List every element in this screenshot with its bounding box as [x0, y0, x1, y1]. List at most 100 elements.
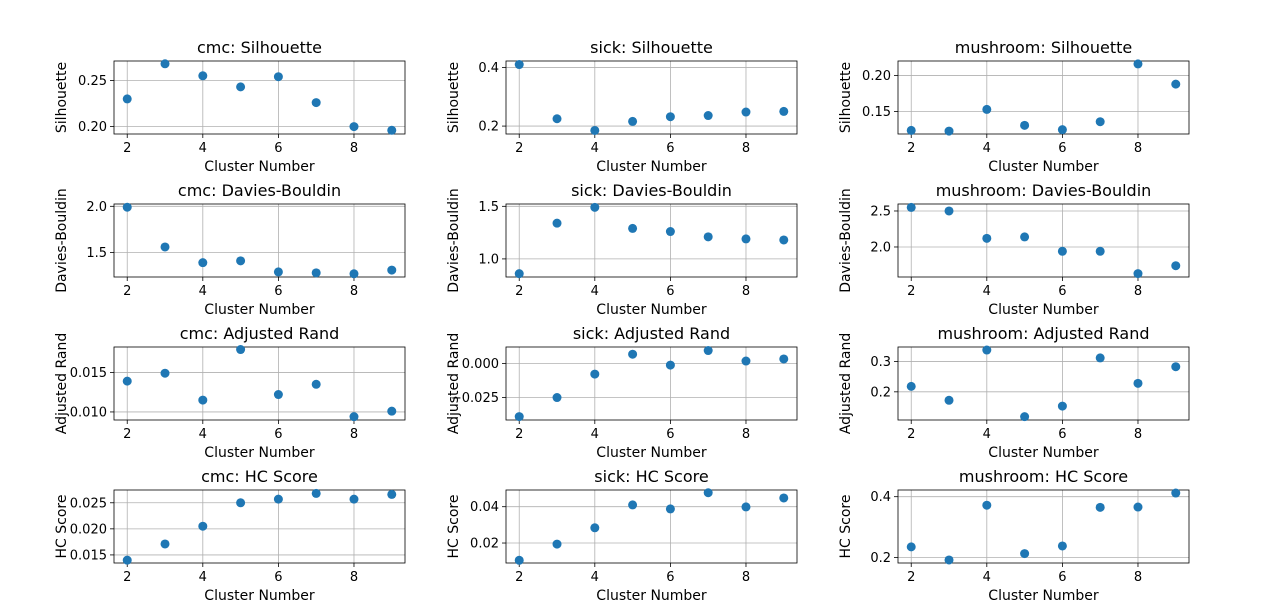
data-point [1171, 362, 1181, 372]
y-axis-label: HC Score [54, 495, 70, 559]
data-point [236, 256, 246, 266]
data-point [273, 267, 283, 277]
y-tick-label: 0.015 [70, 548, 107, 563]
subplot-10: 2 4 6 8 0.02 0.04 sick: HC Score Cluster Number… [446, 467, 798, 604]
data-point [590, 125, 600, 135]
y-axis-label: Davies-Bouldin [54, 188, 70, 293]
y-tick-label: 0.02 [470, 537, 499, 552]
x-axis-label: Cluster Number [204, 445, 315, 461]
x-tick-label: 2 [907, 570, 915, 585]
y-tick-label: 0.04 [470, 500, 499, 515]
subplot-11: 2 4 6 8 0.2 0.4 mushroom: HC Score Cluster Numb… [838, 467, 1190, 604]
data-point [590, 523, 600, 533]
y-tick-label: 0.4 [478, 61, 499, 76]
subplot-title: cmc: Silhouette [197, 38, 322, 57]
x-tick-label: 6 [1058, 141, 1066, 156]
y-tick-label: 0.2 [478, 120, 499, 135]
data-point [514, 412, 524, 422]
data-point [198, 521, 208, 531]
data-point [552, 539, 562, 549]
subplot-title: mushroom: HC Score [959, 467, 1128, 486]
subplot-5: 2 4 6 8 2.0 2.5 mushroom: Davies-Bouldin Cluste… [838, 181, 1190, 318]
axes-frame [505, 489, 798, 564]
y-axis-label: Silhouette [838, 62, 854, 133]
x-tick-label: 8 [742, 570, 750, 585]
x-tick-label: 4 [199, 141, 207, 156]
y-axis-label: Davies-Bouldin [838, 188, 854, 293]
data-point [906, 125, 916, 135]
data-point [665, 227, 675, 237]
axes-frame [113, 203, 406, 278]
data-point [982, 104, 992, 114]
data-point [122, 376, 132, 386]
x-tick-label: 2 [907, 284, 915, 299]
x-tick-label: 8 [1134, 570, 1142, 585]
data-point [160, 59, 170, 69]
x-tick-label: 8 [350, 570, 358, 585]
x-tick-label: 4 [199, 427, 207, 442]
data-point [628, 349, 638, 359]
x-tick-label: 2 [515, 570, 523, 585]
data-point [552, 114, 562, 124]
y-axis-label: Silhouette [54, 62, 70, 133]
data-point [122, 202, 132, 212]
data-point [1057, 401, 1067, 411]
axes-frame [505, 203, 798, 278]
data-point [944, 206, 954, 216]
data-point [552, 218, 562, 228]
y-axis-label: HC Score [446, 495, 462, 559]
y-tick-label: 0.000 [462, 357, 499, 372]
y-axis-label: HC Score [838, 495, 854, 559]
data-point [741, 502, 751, 512]
x-tick-label: 8 [742, 141, 750, 156]
data-point [703, 232, 713, 242]
x-axis-label: Cluster Number [596, 302, 707, 318]
axes-frame [897, 60, 1190, 135]
y-tick-label: 0.4 [870, 490, 891, 505]
axes-frame [897, 203, 1190, 278]
data-point [906, 381, 916, 391]
data-point [160, 368, 170, 378]
subplot-9: 2 4 6 8 0.015 0.020 0.025 cmc: HC Score Cluster … [54, 467, 406, 604]
y-tick-label: 0.015 [70, 366, 107, 381]
data-point [703, 346, 713, 356]
subplot-title: sick: Adjusted Rand [573, 324, 730, 343]
data-point [1171, 261, 1181, 271]
x-tick-label: 8 [742, 427, 750, 442]
x-tick-label: 2 [123, 570, 131, 585]
axes-frame [113, 489, 406, 564]
data-point [349, 494, 359, 504]
axes-frame [113, 346, 406, 421]
subplot-0: 2 4 6 8 0.20 0.25 cmc: Silhouette Cluster Numbe… [54, 38, 406, 175]
data-point [236, 345, 246, 355]
data-point [273, 390, 283, 400]
data-point [236, 498, 246, 508]
data-point [665, 360, 675, 370]
data-point [122, 94, 132, 104]
x-axis-label: Cluster Number [596, 445, 707, 461]
x-tick-label: 2 [123, 427, 131, 442]
x-tick-label: 4 [983, 141, 991, 156]
data-point [944, 555, 954, 565]
x-tick-label: 2 [907, 141, 915, 156]
axes-frame [897, 489, 1190, 564]
data-point [311, 488, 321, 498]
data-point [982, 500, 992, 510]
y-tick-label: 1.5 [478, 200, 499, 215]
data-point [160, 242, 170, 252]
x-tick-label: 8 [1134, 427, 1142, 442]
x-tick-label: 2 [123, 141, 131, 156]
subplot-title: sick: Davies-Bouldin [571, 181, 732, 200]
data-point [779, 235, 789, 245]
data-point [198, 395, 208, 405]
x-tick-label: 6 [274, 570, 282, 585]
y-axis-label: Davies-Bouldin [446, 188, 462, 293]
y-axis-label: Adjusted Rand [446, 333, 462, 434]
data-point [1133, 269, 1143, 279]
data-point [387, 125, 397, 135]
x-tick-label: 4 [591, 284, 599, 299]
data-point [1020, 412, 1030, 422]
data-point [703, 111, 713, 121]
data-point [387, 265, 397, 275]
x-tick-label: 6 [666, 141, 674, 156]
